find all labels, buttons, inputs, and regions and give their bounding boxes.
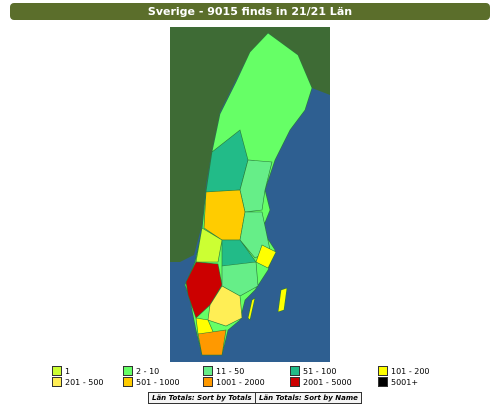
region [185,261,223,319]
region [255,244,277,269]
legend-label: 2001 - 5000 [303,377,352,387]
legend-item: 1001 - 2000 [203,377,265,387]
legend-label: 501 - 1000 [136,377,180,387]
legend-item: 11 - 50 [203,366,244,376]
legend-item: 2 - 10 [123,366,159,376]
legend-label: 201 - 500 [65,377,104,387]
sort-button[interactable]: Län Totals: Sort by Name [255,392,362,404]
legend-label: 1 [65,366,71,376]
legend-item: 2001 - 5000 [290,377,352,387]
sort-button[interactable]: Län Totals: Sort by Totals [148,392,256,404]
legend-swatch [290,377,300,387]
legend-label: 101 - 200 [391,366,430,376]
legend-swatch [203,366,213,376]
legend-label: 11 - 50 [216,366,245,376]
legend-label: 1001 - 2000 [216,377,265,387]
legend-label: 5001+ [391,377,419,387]
legend-item: 501 - 1000 [123,377,180,387]
legend-item: 201 - 500 [52,377,104,387]
title-bar: Sverige - 9015 finds in 21/21 Län [10,3,490,20]
legend-swatch [203,377,213,387]
legend-swatch [52,366,62,376]
oland [247,297,256,321]
legend-swatch [378,377,388,387]
legend-label: 2 - 10 [136,366,160,376]
legend-swatch [123,366,133,376]
legend-label: 51 - 100 [303,366,337,376]
legend-swatch [52,377,62,387]
norway-finland [170,27,330,262]
region [197,329,227,356]
legend-swatch [378,366,388,376]
gotland [277,287,288,313]
legend-item: 5001+ [378,377,418,387]
legend-swatch [123,377,133,387]
region [195,227,223,263]
legend-swatch [290,366,300,376]
legend-item: 51 - 100 [290,366,336,376]
legend-item: 101 - 200 [378,366,430,376]
region [221,261,259,297]
legend-item: 1 [52,366,70,376]
